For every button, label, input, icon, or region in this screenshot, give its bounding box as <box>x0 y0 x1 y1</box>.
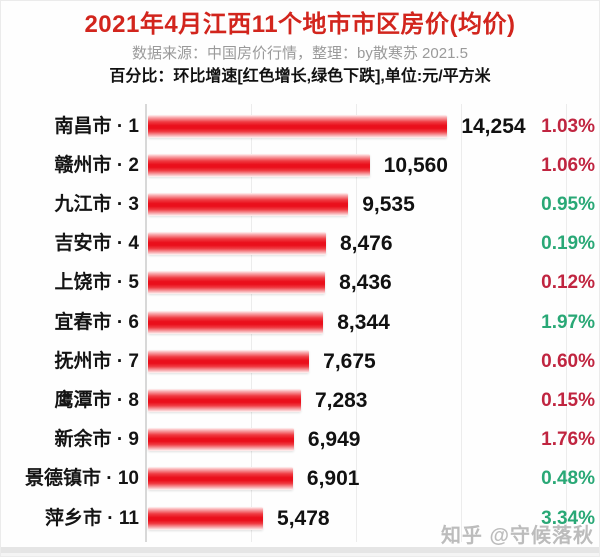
chart-row: 萍乡市 · 11 5,478 3.34% <box>1 499 599 538</box>
change-percent-label: 1.76% <box>541 429 595 451</box>
price-bar <box>148 506 264 530</box>
chart-row: 抚州市 · 7 7,675 0.60% <box>1 342 599 381</box>
chart-row: 吉安市 · 4 8,476 0.19% <box>1 224 599 263</box>
price-bar <box>148 232 326 256</box>
city-rank-label: 萍乡市 · 11 <box>45 507 139 529</box>
chart-row: 上饶市 · 5 8,436 0.12% <box>1 263 599 302</box>
price-value-label: 9,535 <box>362 192 415 216</box>
change-percent-label: 0.95% <box>541 193 595 215</box>
city-rank-label: 抚州市 · 7 <box>54 350 139 372</box>
price-value-label: 10,560 <box>383 153 448 177</box>
city-rank-label: 赣州市 · 2 <box>54 154 139 176</box>
bottom-edge-strip <box>1 547 599 553</box>
change-percent-label: 0.48% <box>541 468 595 490</box>
price-value-label: 6,901 <box>306 467 360 491</box>
change-percent-label: 1.97% <box>541 311 595 333</box>
change-percent-label: 0.19% <box>541 233 595 255</box>
city-rank-label: 上饶市 · 5 <box>54 272 139 294</box>
chart-row: 九江市 · 3 9,535 0.95% <box>1 185 599 224</box>
chart-title: 2021年4月江西11个地市市区房价(均价) <box>84 11 516 38</box>
price-value-label: 8,436 <box>339 271 392 295</box>
price-bar <box>148 271 326 295</box>
change-percent-label: 0.60% <box>541 350 595 372</box>
price-value-label: 8,476 <box>339 232 393 256</box>
chart-header: 2021年4月江西11个地市市区房价(均价) 数据来源：中国房价行情，整理：by… <box>1 1 599 87</box>
price-value-label: 6,949 <box>307 428 361 452</box>
price-bar <box>148 349 310 373</box>
city-rank-label: 景德镇市 · 10 <box>24 468 139 490</box>
price-bar <box>148 388 301 412</box>
price-bar <box>148 428 294 452</box>
price-bar <box>148 310 324 334</box>
price-value-label: 7,675 <box>323 349 376 373</box>
change-percent-label: 1.06% <box>541 154 595 176</box>
chart-legend-note: 百分比：环比增速[红色增长,绿色下跌],单位:元/平方米 <box>109 68 491 85</box>
change-percent-label: 3.34% <box>541 507 595 529</box>
price-value-label: 14,254 <box>461 114 526 138</box>
city-rank-label: 九江市 · 3 <box>54 193 139 215</box>
chart-row: 宜春市 · 6 8,344 1.97% <box>1 303 599 342</box>
city-rank-label: 新余市 · 9 <box>54 429 139 451</box>
price-bar <box>148 153 370 177</box>
price-value-label: 7,283 <box>314 388 368 412</box>
chart-row: 赣州市 · 2 10,560 1.06% <box>1 146 599 185</box>
chart-row: 新余市 · 9 6,949 1.76% <box>1 420 599 459</box>
watermark-text: 知乎 @守候落秋 <box>440 525 594 547</box>
chart-row: 南昌市 · 1 14,254 1.03% <box>1 107 599 146</box>
city-rank-label: 宜春市 · 6 <box>54 311 139 333</box>
chart-source-line: 数据来源：中国房价行情，整理：by散寒苏 2021.5 <box>132 45 468 62</box>
chart-row: 鹰潭市 · 8 7,283 0.15% <box>1 381 599 420</box>
price-value-label: 8,344 <box>337 310 390 334</box>
price-value-label: 5,478 <box>277 506 330 530</box>
gridline <box>356 104 357 542</box>
change-percent-label: 1.03% <box>541 115 595 137</box>
price-bar <box>148 192 349 216</box>
city-rank-label: 南昌市 · 1 <box>54 115 139 137</box>
gridline <box>461 104 462 542</box>
change-percent-label: 0.12% <box>541 272 595 294</box>
gridline <box>566 104 567 542</box>
city-rank-label: 鹰潭市 · 8 <box>54 389 139 411</box>
price-bar <box>148 114 448 138</box>
change-percent-label: 0.15% <box>541 389 595 411</box>
city-rank-label: 吉安市 · 4 <box>54 233 139 255</box>
bottom-edge-strip-light <box>1 553 599 556</box>
chart-row: 景德镇市 · 10 6,901 0.48% <box>1 459 599 498</box>
price-bar <box>148 467 293 491</box>
y-axis-line <box>145 104 147 542</box>
